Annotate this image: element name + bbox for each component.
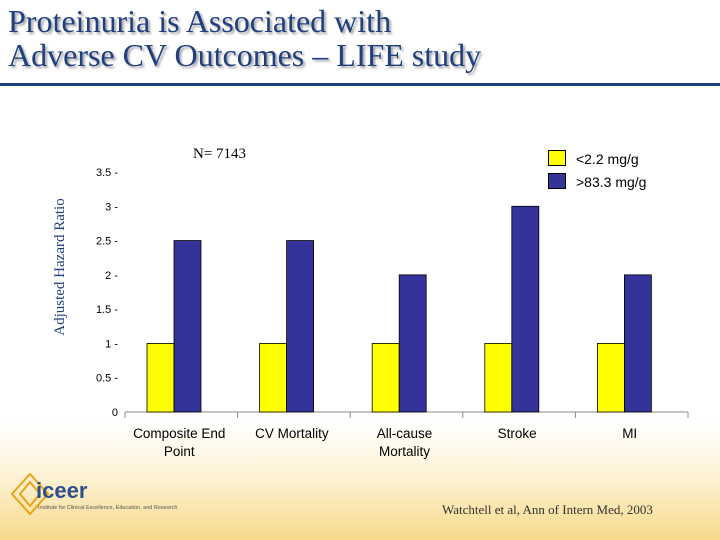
y-tick-label: 1.5 - <box>96 304 118 316</box>
logo-name: iceer <box>36 478 88 503</box>
slide-title-line-2: Adverse CV Outcomes – LIFE study <box>8 37 482 73</box>
bar-high <box>511 205 540 413</box>
y-tick-label: 3.5 - <box>96 167 118 179</box>
y-tick-label: 3 - <box>105 201 118 213</box>
bar-high <box>173 240 202 413</box>
bar-high <box>286 240 315 413</box>
x-category-label: Stroke <box>498 426 537 441</box>
slide-title: Proteinuria is Associated with Adverse C… <box>8 4 708 72</box>
bar-low <box>484 343 513 413</box>
bar-low <box>146 343 175 413</box>
y-tick-label: 2.5 - <box>96 236 118 248</box>
x-category-label: CV Mortality <box>255 426 329 441</box>
title-divider <box>0 83 720 86</box>
citation: Watchtell et al, Ann of Intern Med, 2003 <box>442 502 653 517</box>
bar-low <box>597 343 625 413</box>
bar-high <box>624 274 652 413</box>
x-category-label: Composite End <box>133 426 225 441</box>
bar-low <box>259 343 288 413</box>
slide-title-line-1: Proteinuria is Associated with <box>8 3 392 39</box>
x-category-label: MI <box>622 426 637 441</box>
x-category-label: Point <box>164 444 195 459</box>
legend-swatch-high <box>548 173 566 189</box>
legend-swatch-low <box>548 150 566 166</box>
y-tick-label: 2 - <box>105 270 118 282</box>
y-tick-label: 1 - <box>105 338 118 350</box>
logo-tagline: Institute for Clinical Excellence, Educa… <box>38 505 178 511</box>
y-tick-label: 0 <box>112 407 118 419</box>
bar-low <box>371 343 400 413</box>
y-tick-label: 0.5 - <box>96 373 118 385</box>
x-category-label: All-cause <box>377 426 433 441</box>
legend-label-low: <2.2 mg/g <box>576 151 639 167</box>
iceer-logo-mark-icon <box>10 472 50 516</box>
sample-size-label: N= 7143 <box>193 146 247 162</box>
legend-label-high: >83.3 mg/g <box>576 174 647 190</box>
x-category-label: Mortality <box>379 444 430 459</box>
bar-high <box>398 274 427 413</box>
